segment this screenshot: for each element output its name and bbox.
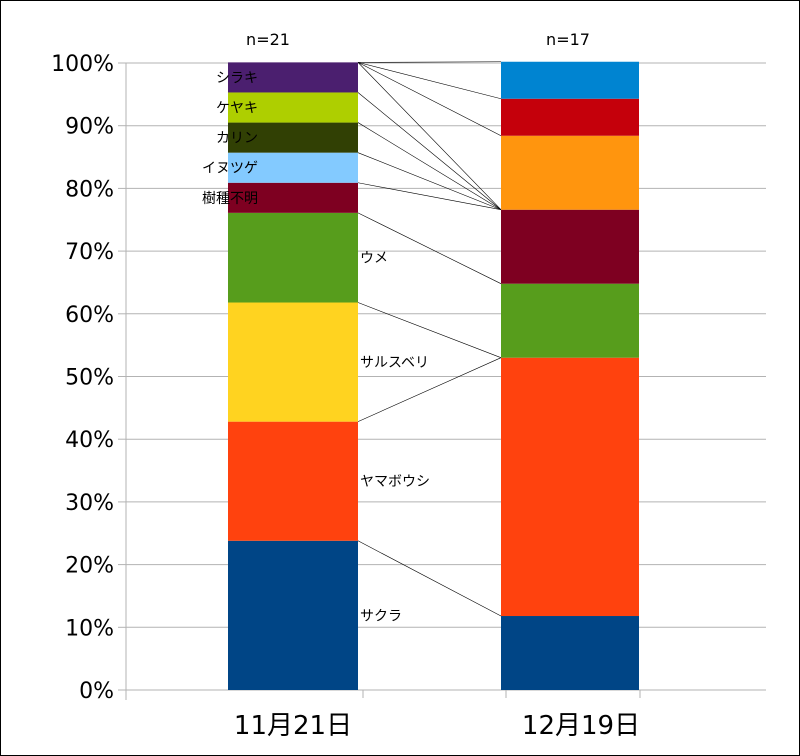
connector-line: [357, 61, 502, 63]
bar-segment: [501, 357, 639, 617]
connector-line: [357, 122, 502, 210]
x-category-label: 11月21日: [234, 711, 352, 741]
segment-label: 樹種不明: [202, 191, 258, 207]
bar-segment: [228, 182, 358, 213]
connector-line: [357, 182, 502, 211]
connector-line: [357, 62, 502, 210]
sample-size-label: n=17: [546, 30, 590, 49]
segment-label: カリン: [216, 131, 258, 147]
axes: [118, 62, 766, 700]
connector-line: [357, 92, 502, 210]
segment-label: イヌツゲ: [202, 161, 258, 177]
y-tick-label: 60%: [65, 303, 114, 328]
y-tick-label: 20%: [65, 554, 114, 579]
bar-segment: [228, 212, 358, 303]
connector-lines: [357, 61, 502, 617]
y-tick-label: 100%: [51, 52, 114, 77]
y-tick-label: 30%: [65, 491, 114, 516]
y-tick-label: 80%: [65, 177, 114, 202]
segment-label: ウメ: [360, 251, 388, 267]
bar-segment: [228, 122, 358, 153]
y-tick-label: 50%: [65, 366, 114, 391]
bar-segment: [228, 92, 358, 123]
segment-label: サルスベリ: [360, 355, 429, 371]
bar-segment: [228, 152, 358, 183]
segment-label: ケヤキ: [216, 101, 258, 117]
bar-segment: [501, 209, 639, 284]
bar-segment: [228, 302, 358, 422]
connector-line: [357, 212, 502, 284]
y-tick-label: 90%: [65, 115, 114, 140]
y-tick-label: 40%: [65, 428, 114, 453]
bars: [228, 61, 639, 690]
bar-segment: [501, 283, 639, 358]
bar-segment: [228, 62, 358, 93]
y-tick-label: 10%: [65, 616, 114, 641]
segment-label: シラキ: [216, 70, 258, 86]
labels: 0% 10% 20% 30% 40% 50% 60% 70% 80% 90% 100% 11月21日 n…: [51, 30, 640, 741]
bar-segment: [228, 421, 358, 541]
gridlines: [126, 62, 766, 691]
y-tick-label: 70%: [65, 240, 114, 265]
connector-line: [357, 62, 502, 100]
x-category-label: 12月19日: [522, 711, 640, 741]
connector-line: [357, 302, 502, 358]
bar-segment: [501, 616, 639, 690]
y-tick-label: 0%: [79, 679, 114, 704]
connector-line: [357, 357, 502, 422]
connector-line: [357, 152, 502, 210]
bar-segment: [228, 540, 358, 690]
connector-line: [357, 62, 502, 136]
bar-segment: [501, 61, 639, 99]
bar-segment: [501, 98, 639, 136]
segment-label: ヤマボウシ: [360, 474, 430, 490]
sample-size-label: n=21: [246, 30, 290, 49]
bar-segment: [501, 135, 639, 210]
connector-line: [357, 540, 502, 617]
segment-label: サクラ: [360, 608, 402, 624]
